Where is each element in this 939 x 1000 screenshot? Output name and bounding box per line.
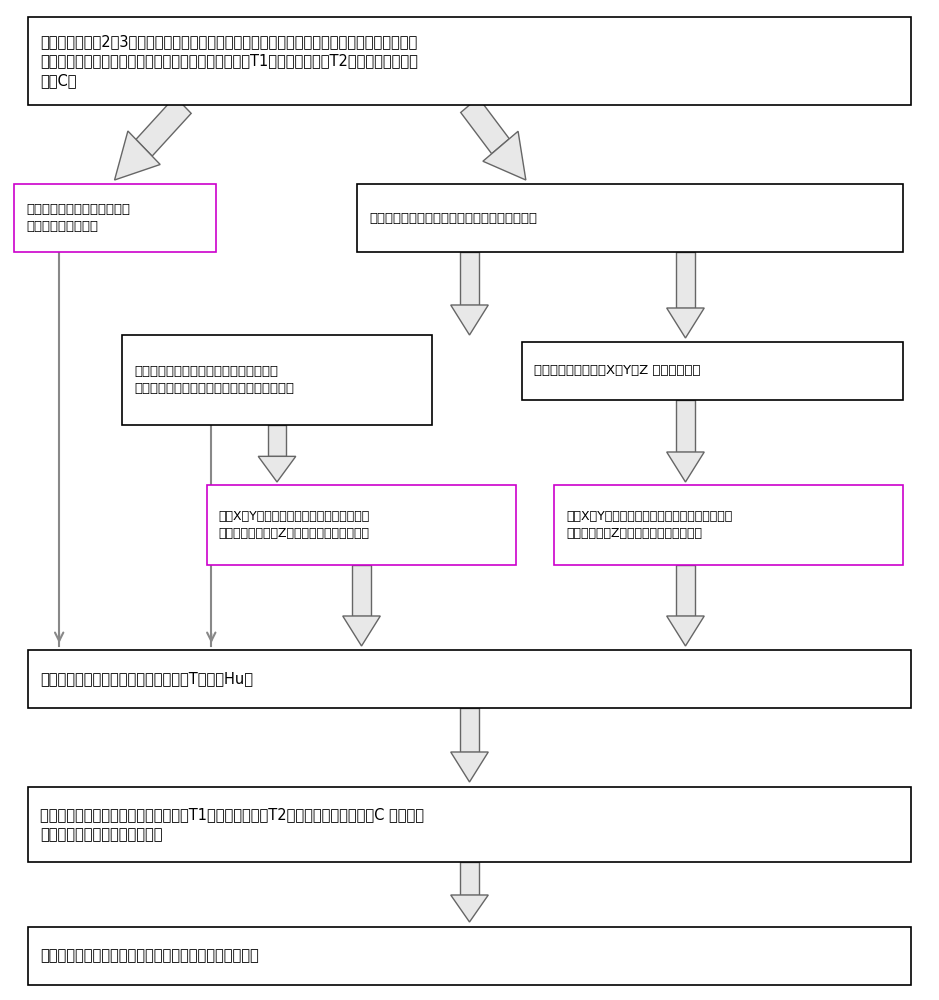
Polygon shape: [460, 252, 479, 305]
Polygon shape: [343, 616, 380, 646]
Polygon shape: [676, 565, 695, 616]
FancyBboxPatch shape: [357, 184, 903, 252]
FancyBboxPatch shape: [28, 927, 911, 985]
Polygon shape: [451, 895, 488, 922]
Polygon shape: [483, 131, 526, 180]
Text: 选择X、Y两种影响因素按照反向规律线性变化，
选择影响因素Z按照正向规律线性变化；: 选择X、Y两种影响因素按照反向规律线性变化， 选择影响因素Z按照正向规律线性变化…: [566, 510, 732, 540]
FancyBboxPatch shape: [28, 17, 911, 105]
Polygon shape: [667, 308, 704, 338]
Polygon shape: [667, 452, 704, 482]
FancyBboxPatch shape: [28, 650, 911, 708]
Text: 交换组合的影响因素按照不同的方向规律变化：: 交换组合的影响因素按照不同的方向规律变化：: [369, 212, 537, 225]
Polygon shape: [136, 97, 192, 156]
Polygon shape: [676, 400, 695, 452]
Text: 交换组合的影响因素均按照同
方向规律线性变化；: 交换组合的影响因素均按照同 方向规律线性变化；: [26, 203, 131, 233]
Text: 根据记录的数据绘制测试仪表响应时间T1、示值稳定时间T2、油品挥发性气体浓度C 分别与多
种影响因素变化的关系曲面图；: 根据记录的数据绘制测试仪表响应时间T1、示值稳定时间T2、油品挥发性气体浓度C …: [40, 807, 424, 842]
Polygon shape: [461, 98, 509, 154]
Polygon shape: [115, 131, 161, 180]
Text: 当选择两种影响因素的交换组合时，两种
影响因素分别按照正向和反向规律线性变化；: 当选择两种影响因素的交换组合时，两种 影响因素分别按照正向和反向规律线性变化；: [134, 365, 294, 395]
FancyBboxPatch shape: [207, 485, 516, 565]
Polygon shape: [667, 616, 704, 646]
Polygon shape: [451, 305, 488, 335]
Polygon shape: [451, 752, 488, 782]
FancyBboxPatch shape: [122, 335, 432, 425]
Polygon shape: [268, 425, 286, 456]
FancyBboxPatch shape: [28, 787, 911, 862]
Text: 读取温湿度计显示的数值并记录：温度T、湿度Hu；: 读取温湿度计显示的数值并记录：温度T、湿度Hu；: [40, 672, 254, 686]
Polygon shape: [676, 252, 695, 308]
FancyBboxPatch shape: [522, 342, 903, 400]
Polygon shape: [460, 862, 479, 895]
Text: 选择X、Y两种影响因素按照正向规律线性变
化，选择影响因素Z按照反向规律线性变化；: 选择X、Y两种影响因素按照正向规律线性变 化，选择影响因素Z按照反向规律线性变化…: [219, 510, 370, 540]
FancyBboxPatch shape: [14, 184, 216, 252]
Polygon shape: [258, 456, 296, 482]
Polygon shape: [460, 708, 479, 752]
Polygon shape: [352, 565, 371, 616]
Text: 当选择三种影响因素X、Y、Z 的交换组合时: 当选择三种影响因素X、Y、Z 的交换组合时: [534, 364, 700, 377]
Text: 选择影响因素中2－3种大放重影响因素，列出不同影响因素的交换组合，在多个影响因素同时交
化的情况下测量记录以下传测参数：测试仪表响应时间T1、示值稳定时间T2、: 选择影响因素中2－3种大放重影响因素，列出不同影响因素的交换组合，在多个影响因素…: [40, 34, 418, 88]
Text: 根据曲面图进行分析，为仪器的改进设计提供参考依据。: 根据曲面图进行分析，为仪器的改进设计提供参考依据。: [40, 948, 259, 964]
FancyBboxPatch shape: [554, 485, 903, 565]
